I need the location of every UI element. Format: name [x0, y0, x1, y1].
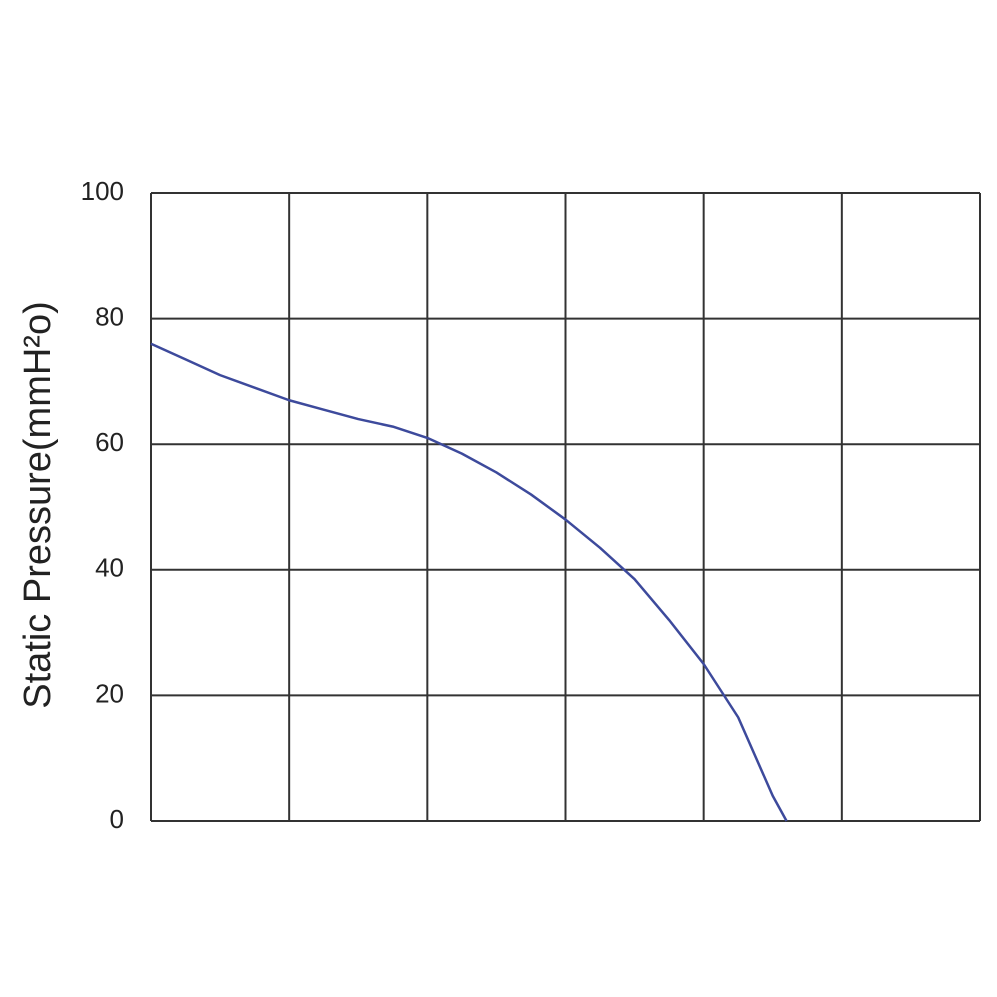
y-tick-label: 0: [110, 804, 124, 834]
data-line: [150, 342, 788, 822]
y-tick-label: 60: [95, 427, 124, 457]
y-tick-label: 100: [81, 176, 124, 206]
y-tick-label: 80: [95, 301, 124, 331]
y-tick-label: 20: [95, 678, 124, 708]
y-axis-label: Static Pressure(mmH²o): [17, 301, 59, 709]
y-tick-label: 40: [95, 553, 124, 583]
